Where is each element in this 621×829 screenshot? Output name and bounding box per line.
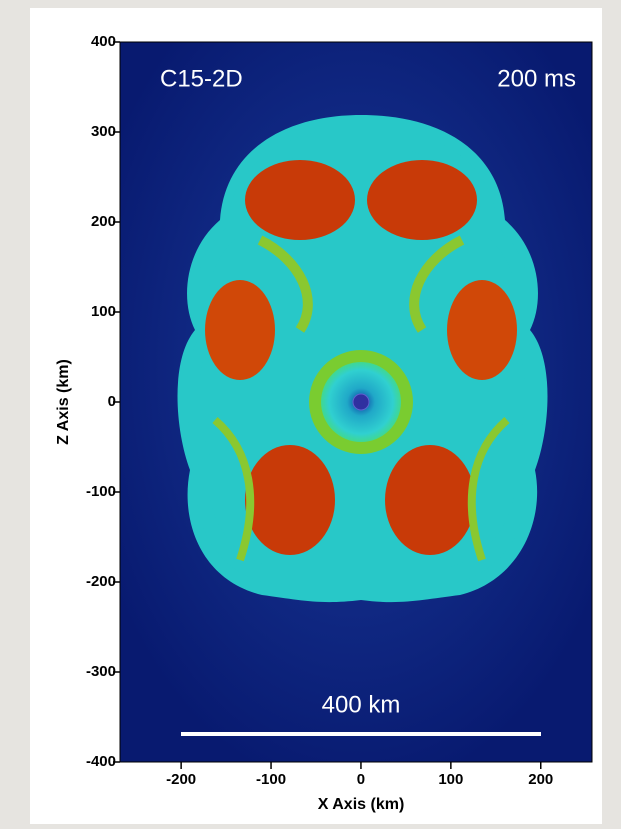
y-tick-label: 400 bbox=[91, 33, 116, 50]
y-tick-label: -100 bbox=[86, 483, 116, 500]
y-tick-label: 300 bbox=[91, 123, 116, 140]
annotation: 200 ms bbox=[497, 65, 576, 92]
annotation: 400 km bbox=[322, 691, 401, 718]
chart: C15-2D 200 ms 400 km X Axis (km) Z Axis … bbox=[0, 0, 621, 824]
y-tick-label: -400 bbox=[86, 753, 116, 770]
y-tick-label: -200 bbox=[86, 573, 116, 590]
x-tick-label: 100 bbox=[438, 771, 463, 788]
x-tick-label: 200 bbox=[528, 771, 553, 788]
ejecta bbox=[178, 115, 548, 602]
y-tick-label: 200 bbox=[91, 213, 116, 230]
x-tick-label: -200 bbox=[166, 771, 196, 788]
y-tick-label: 0 bbox=[108, 393, 116, 410]
page: C15-2D 200 ms 400 km X Axis (km) Z Axis … bbox=[0, 0, 621, 824]
annotation: C15-2D bbox=[160, 65, 243, 92]
y-axis-label: Z Axis (km) bbox=[55, 359, 72, 445]
x-tick-label: -100 bbox=[256, 771, 286, 788]
x-axis-label: X Axis (km) bbox=[318, 796, 405, 813]
y-tick-label: -300 bbox=[86, 663, 116, 680]
x-tick-label: 0 bbox=[357, 771, 365, 788]
plot-area bbox=[120, 42, 592, 762]
y-tick-label: 100 bbox=[91, 303, 116, 320]
